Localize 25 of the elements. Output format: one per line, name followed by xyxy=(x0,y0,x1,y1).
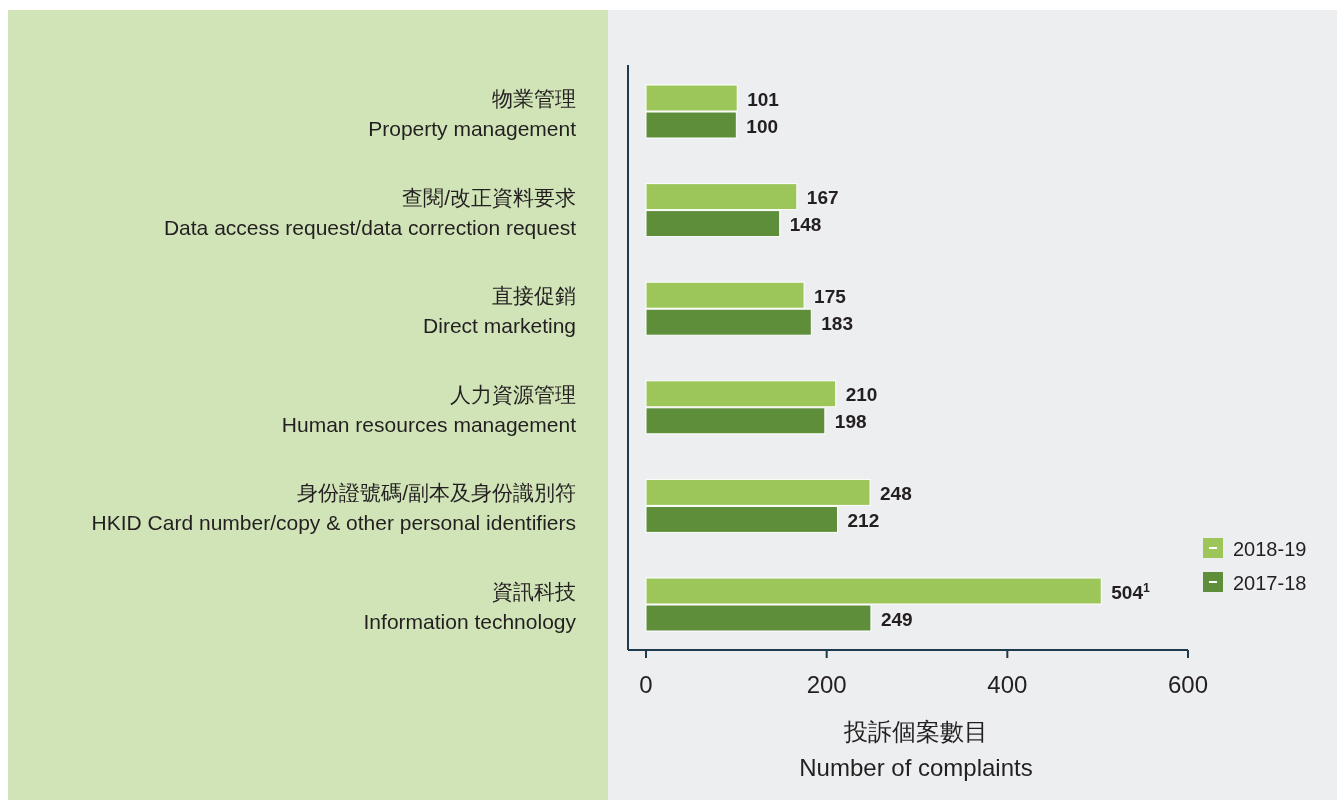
data-label: 210 xyxy=(845,384,878,406)
data-label: 248 xyxy=(880,482,912,504)
y-tick-label: 直接促銷 Direct marketing xyxy=(423,284,576,338)
y-tick-label: 身份證號碼/副本及身份識別符 HKID Card number/copy & other personal identifiers xyxy=(91,481,576,535)
data-label: 504$^{1}$ xyxy=(1111,580,1150,603)
data-label: 148 xyxy=(789,214,822,236)
legend-label: 2018-19 xyxy=(1233,538,1307,560)
data-label: 249 xyxy=(880,608,913,630)
data-label: 100 xyxy=(746,115,779,137)
data-label: 101 xyxy=(747,88,780,110)
data-label: 167 xyxy=(806,187,839,209)
data-label: 198 xyxy=(834,411,867,433)
data-label: 212 xyxy=(847,509,880,531)
y-tick-label: 資訊科技 Information technology xyxy=(363,580,577,633)
data-label: 175 xyxy=(814,285,847,307)
y-tick-label: 物業管理 Property management xyxy=(368,87,577,140)
x-tick-label: 400 xyxy=(987,671,1028,698)
legend-label: 2017-18 xyxy=(1233,572,1307,594)
x-tick-label: 600 xyxy=(1167,671,1209,698)
x-tick-label: 200 xyxy=(806,671,847,698)
y-tick-label: 人力資源管理 Human resources management xyxy=(281,382,577,436)
data-label: 183 xyxy=(821,312,854,334)
x-axis-title: 投訴個案數目 Number of complaints xyxy=(799,718,1033,781)
x-tick-label: 0 xyxy=(639,671,653,698)
y-tick-label: 查閱/改正資料要求 Data access request/data correction request xyxy=(163,185,577,239)
